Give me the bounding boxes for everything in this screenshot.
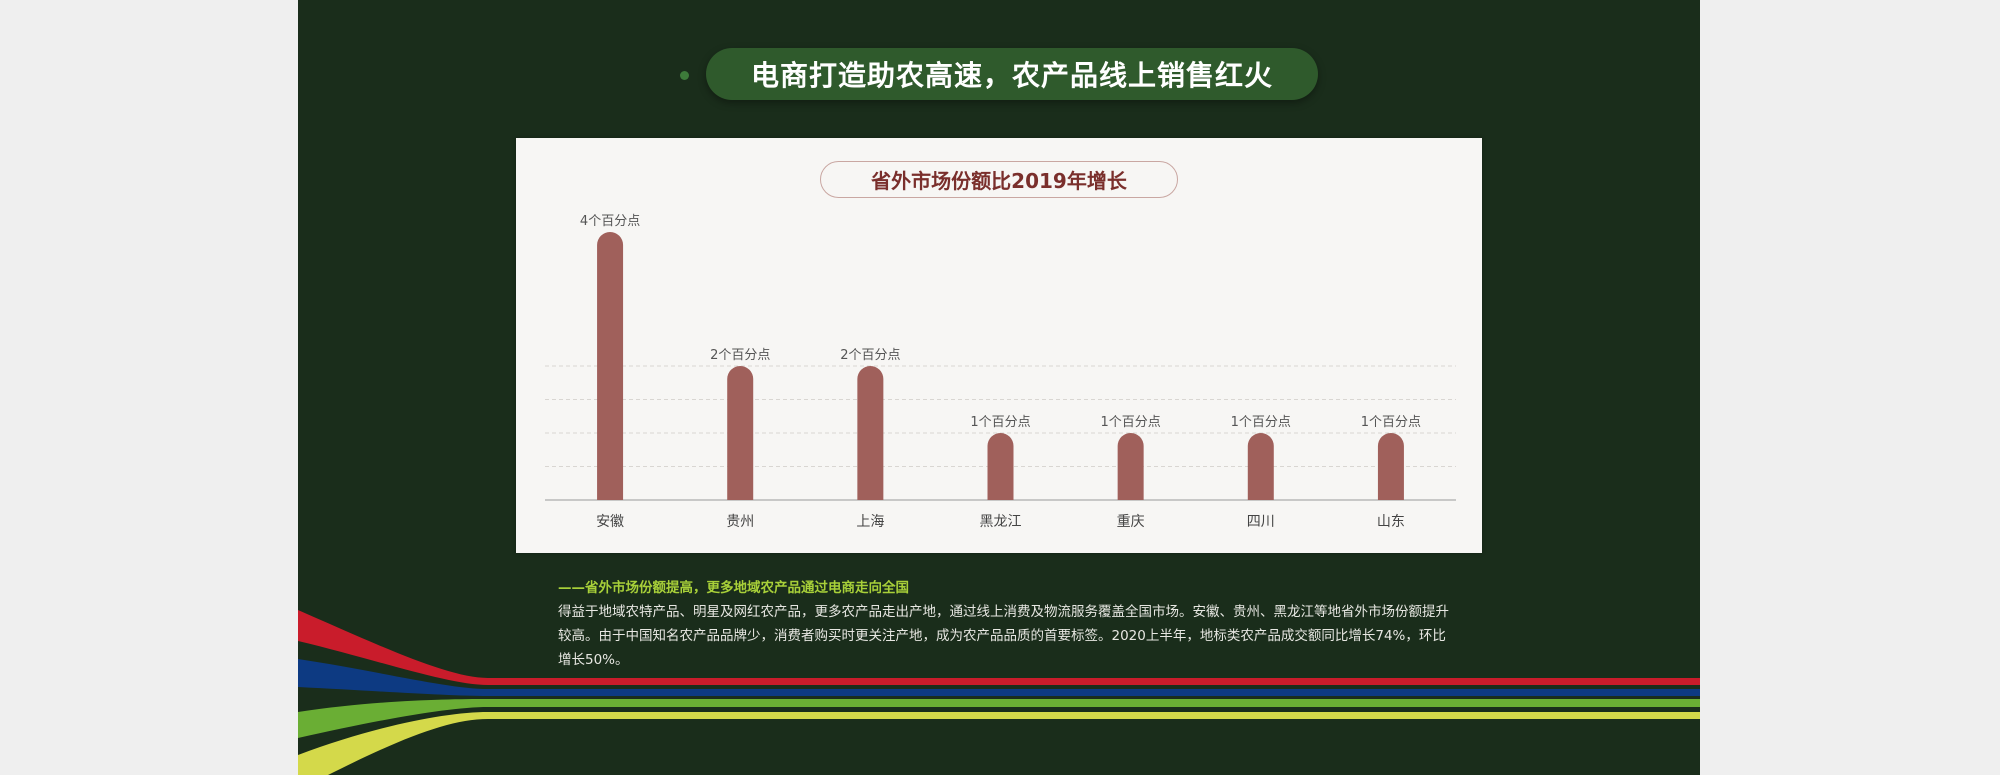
data-label: 2个百分点 — [840, 348, 900, 363]
bar — [727, 366, 754, 500]
chart-title: 省外市场份额比2019年增长 — [820, 161, 1178, 198]
bar — [597, 232, 624, 500]
data-label: 2个百分点 — [710, 348, 770, 363]
data-label: 1个百分点 — [1101, 415, 1161, 430]
category-label: 四川 — [1247, 514, 1275, 530]
chart-card: 4个百分点安徽 2个百分点贵州 2个百分点上海 1个百分点黑龙江 1个百分点重庆 1个百分… — [516, 138, 1482, 553]
bar — [1117, 433, 1144, 500]
bar — [1377, 433, 1404, 500]
category-label: 安徽 — [596, 514, 624, 530]
data-label: 1个百分点 — [970, 415, 1030, 430]
description-heading: ——省外市场份额提高，更多地域农产品通过电商走向全国 — [558, 580, 909, 596]
description-body: 得益于地域农特产品、明星及网红农产品，更多农产品走出产地，通过线上消费及物流服务… — [558, 604, 1449, 668]
green-stripe — [298, 699, 1700, 738]
category-label: 上海 — [856, 514, 884, 530]
bar — [857, 366, 884, 500]
header-bullet-dot — [680, 71, 689, 80]
red-stripe — [298, 610, 1700, 685]
category-label: 贵州 — [726, 514, 754, 530]
category-label: 重庆 — [1117, 514, 1145, 530]
description-block: ——省外市场份额提高，更多地域农产品通过电商走向全国 得益于地域农特产品、明星及… — [558, 576, 1458, 672]
decorative-stripes — [298, 610, 1700, 775]
bar — [1247, 433, 1274, 500]
data-label: 1个百分点 — [1231, 415, 1291, 430]
bar — [987, 433, 1014, 500]
section-title: 电商打造助农高速，农产品线上销售红火 — [706, 48, 1318, 100]
data-label: 4个百分点 — [580, 214, 640, 229]
category-label: 黑龙江 — [980, 514, 1022, 530]
category-label: 山东 — [1377, 514, 1405, 530]
data-label: 1个百分点 — [1361, 415, 1421, 430]
yellow-stripe — [298, 712, 1700, 775]
blue-stripe — [298, 659, 1700, 696]
